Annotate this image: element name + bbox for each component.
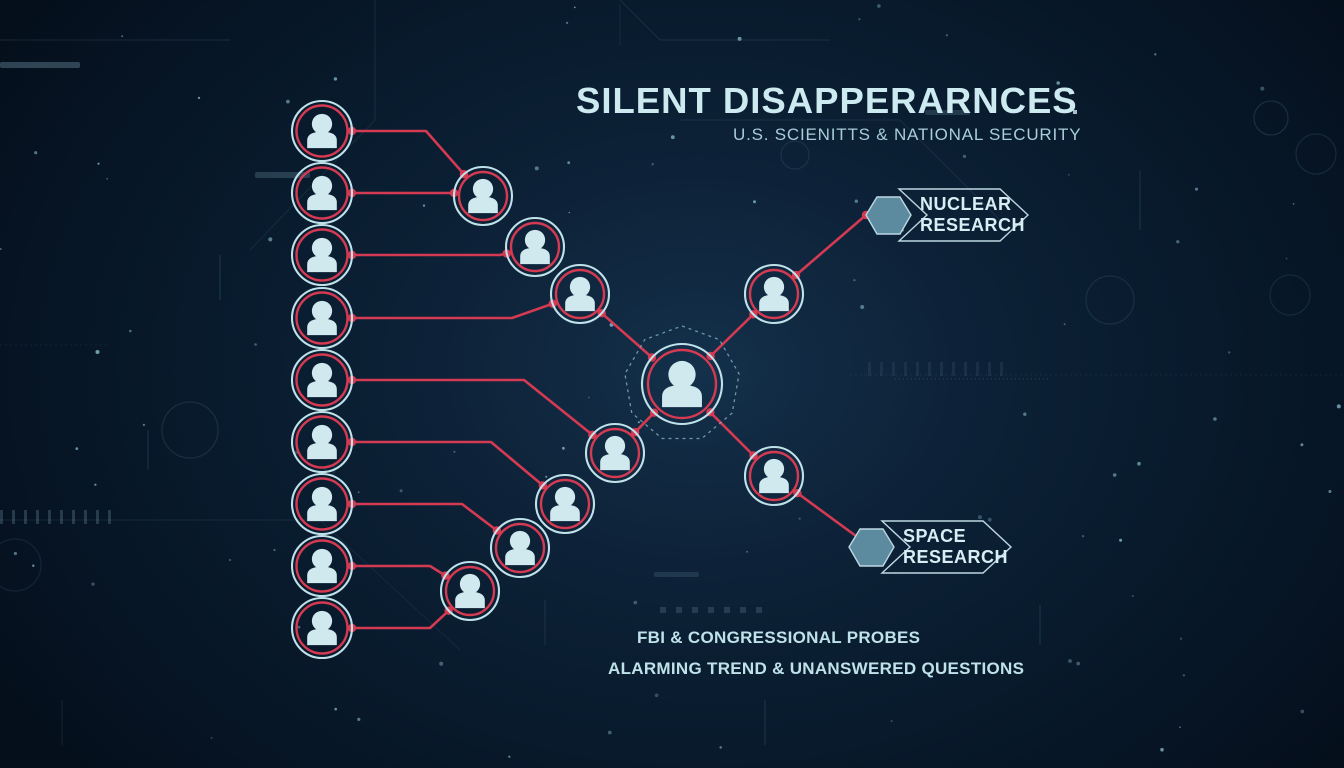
svg-text:SPACE: SPACE	[903, 526, 966, 546]
svg-text:SILENT DISAPPERARNCES: SILENT DISAPPERARNCES	[576, 80, 1078, 121]
svg-text:RESEARCH: RESEARCH	[903, 547, 1008, 567]
svg-text:FBI & CONGRESSIONAL PROBES: FBI & CONGRESSIONAL PROBES	[637, 628, 920, 647]
svg-text:RESEARCH: RESEARCH	[920, 215, 1025, 235]
svg-text:U.S. SCIENITTS & NATIONAL SECU: U.S. SCIENITTS & NATIONAL SECURITY	[733, 125, 1081, 144]
svg-text:ALARMING TREND & UNANSWERED QU: ALARMING TREND & UNANSWERED QUESTIONS	[608, 659, 1024, 678]
svg-text:NUCLEAR: NUCLEAR	[920, 194, 1012, 214]
